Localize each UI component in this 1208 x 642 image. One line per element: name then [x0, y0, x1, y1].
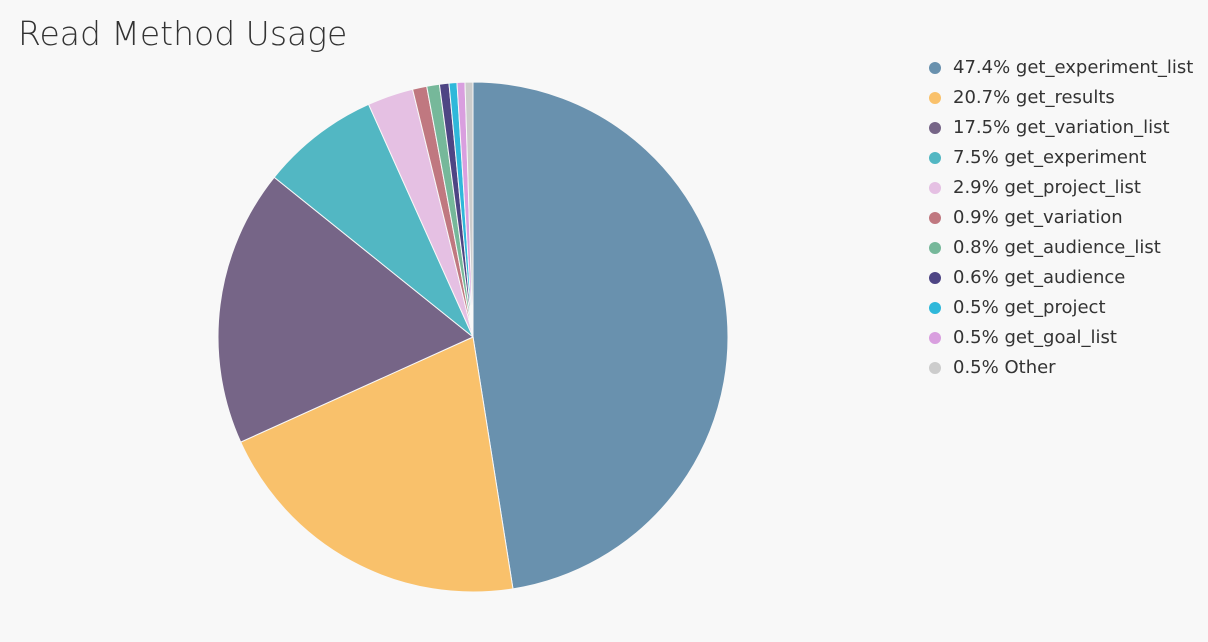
- legend-label: get_audience_list: [1004, 237, 1160, 258]
- legend-value: 0.8%: [953, 237, 999, 258]
- legend-entry: 2.9% get_project_list: [953, 177, 1141, 198]
- legend-marker: [929, 272, 941, 284]
- legend-entry: 47.4% get_experiment_list: [953, 57, 1193, 78]
- pie-slice: [472, 81, 729, 590]
- legend-label: get_project_list: [1004, 177, 1140, 198]
- legend-marker: [929, 362, 941, 374]
- legend-entry: 17.5% get_variation_list: [953, 117, 1170, 138]
- legend-value: 17.5%: [953, 117, 1010, 138]
- pie-slice: [240, 336, 514, 593]
- legend-entry: 0.5% get_project: [953, 297, 1106, 318]
- legend-marker: [929, 302, 941, 314]
- legend-entry: 0.5% get_goal_list: [953, 327, 1117, 348]
- legend-marker: [929, 92, 941, 104]
- legend-marker: [929, 122, 941, 134]
- legend-entry: 0.6% get_audience: [953, 267, 1125, 288]
- legend-label: get_experiment_list: [1016, 57, 1193, 78]
- pie-slice: [273, 103, 474, 338]
- legend-value: 2.9%: [953, 177, 999, 198]
- legend-value: 7.5%: [953, 147, 999, 168]
- legend-marker: [929, 182, 941, 194]
- legend-marker: [929, 152, 941, 164]
- legend-entry: 7.5% get_experiment: [953, 147, 1146, 168]
- legend-value: 0.5%: [953, 297, 999, 318]
- legend-label: get_project: [1004, 297, 1105, 318]
- legend-label: get_variation: [1004, 207, 1122, 228]
- pie-slice: [217, 176, 474, 443]
- legend-value: 0.9%: [953, 207, 999, 228]
- legend-label: get_goal_list: [1004, 327, 1116, 348]
- legend-marker: [929, 332, 941, 344]
- legend-value: 0.6%: [953, 267, 999, 288]
- legend-value: 47.4%: [953, 57, 1010, 78]
- legend-marker: [929, 212, 941, 224]
- legend-entry: 0.5% Other: [953, 357, 1056, 378]
- legend-value: 20.7%: [953, 87, 1010, 108]
- legend-marker: [929, 62, 941, 74]
- legend-label: get_results: [1016, 87, 1115, 108]
- legend-value: 0.5%: [953, 327, 999, 348]
- legend-label: get_experiment: [1004, 147, 1146, 168]
- legend-value: 0.5%: [953, 357, 999, 378]
- chart-title: Read Method Usage: [18, 14, 347, 53]
- legend-entry: 20.7% get_results: [953, 87, 1115, 108]
- legend-label: Other: [1004, 357, 1056, 378]
- pie-slice: [464, 81, 474, 338]
- legend-entry: 0.8% get_audience_list: [953, 237, 1161, 258]
- legend-label: get_variation_list: [1016, 117, 1170, 138]
- legend-entry: 0.9% get_variation: [953, 207, 1123, 228]
- legend-label: get_audience: [1004, 267, 1125, 288]
- legend-marker: [929, 242, 941, 254]
